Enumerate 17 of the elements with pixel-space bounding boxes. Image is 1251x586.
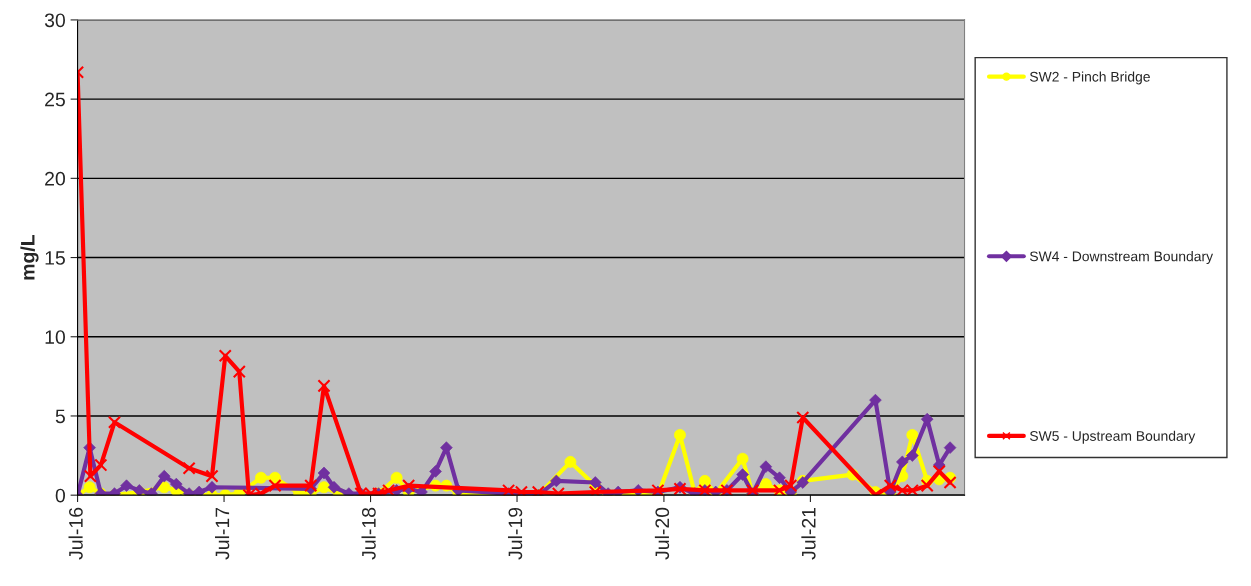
x-tick-label: Jul-17 [214, 507, 230, 560]
x-tick-label: Jul-18 [361, 507, 376, 560]
y-tick-label: 30 [44, 13, 65, 28]
y-axis-title: mg/L [20, 234, 39, 280]
x-tick-label: Jul-20 [654, 507, 670, 560]
x-tick-label: Jul-21 [801, 507, 816, 560]
y-tick-label: 20 [45, 171, 65, 186]
x-tick-label: Jul-19 [507, 507, 523, 560]
y-tick-label: 15 [45, 251, 65, 265]
legend-label: SW2 - Pinch Bridge [1029, 71, 1150, 85]
x-tick-label: Jul-16 [68, 507, 83, 560]
y-tick-label: 5 [55, 409, 65, 424]
y-tick-label: 10 [45, 330, 65, 344]
y-tick-label: 0 [55, 488, 65, 503]
legend-label: SW4 - Downstream Boundary [1029, 251, 1214, 265]
legend-label: SW5 - Upstream Boundary [1029, 430, 1196, 444]
y-tick-label: 25 [45, 92, 65, 107]
